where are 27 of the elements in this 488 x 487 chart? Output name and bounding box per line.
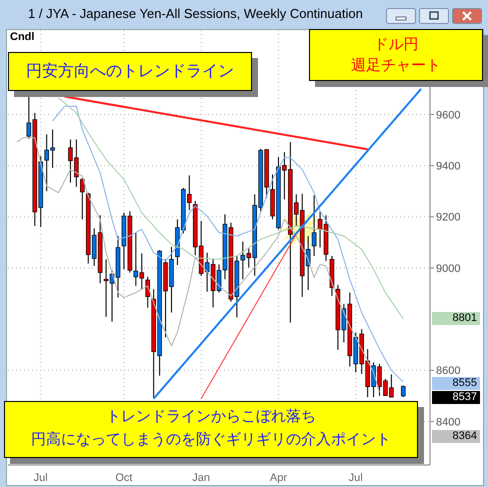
x-tick-label: Apr (270, 472, 288, 484)
line-series (52, 106, 404, 382)
text: 8555 (432, 377, 480, 390)
y-tick-label: 9400 (436, 160, 460, 173)
line-series (58, 98, 404, 320)
x-tick-label: Jul (348, 472, 363, 484)
y-tick-label: 9600 (436, 109, 460, 122)
annotation: 円安方向へのトレンドライン (25, 61, 235, 80)
annotation: Cndl (10, 31, 34, 44)
annotation: 円高になってしまうのを防ぐギリギリの介入ポイント (30, 430, 392, 448)
chart-title: 1 / JYA - Japanese Yen-All Sessions, Weekly Continuation (28, 6, 363, 21)
y-tick-label: 8400 (436, 416, 460, 428)
annotation: トレンドラインからこぼれ落ち (105, 407, 317, 425)
x-tick-label: Oct (115, 472, 132, 484)
candlestick (80, 177, 85, 220)
text: 8537 (432, 391, 480, 404)
annotation: 週足チャート (350, 56, 442, 74)
annotation: ドル円 (372, 35, 420, 53)
y-tick-label: 8600 (436, 365, 460, 378)
text: 8801 (432, 312, 480, 325)
candlestick (400, 384, 406, 398)
y-tick-label: 9000 (436, 262, 460, 275)
y-tick-label: 9200 (436, 212, 460, 224)
text: 8364 (432, 430, 480, 443)
x-tick-label: Jan (192, 472, 210, 484)
x-tick-label: Jul (34, 472, 48, 484)
candlestick (312, 194, 316, 256)
